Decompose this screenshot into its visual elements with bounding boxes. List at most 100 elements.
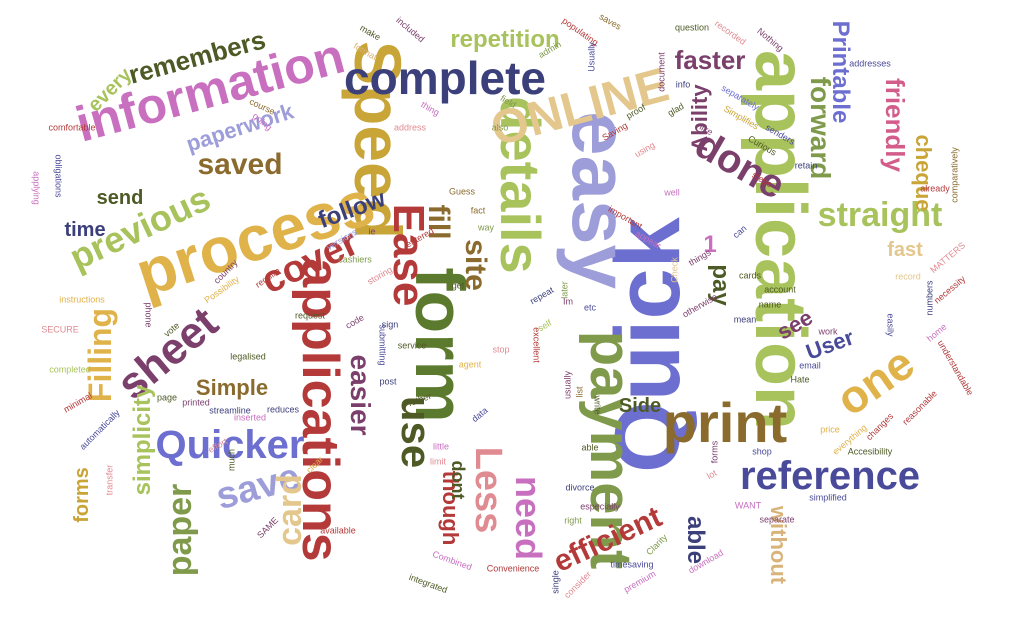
word: need <box>508 475 549 561</box>
word: send <box>96 187 144 209</box>
word: lot <box>705 467 719 482</box>
word: address <box>393 122 427 133</box>
word: timesaving <box>610 559 654 570</box>
word: easily <box>885 313 896 337</box>
word: obligations <box>53 154 64 198</box>
word: sign <box>381 319 399 330</box>
word: etc <box>583 302 597 313</box>
word: repetition <box>450 26 560 53</box>
word: Quicker <box>155 423 305 467</box>
word: paper <box>161 483 199 577</box>
word: print <box>662 391 788 454</box>
word: dont <box>448 460 468 500</box>
word: card <box>271 474 309 546</box>
word: list <box>574 386 585 398</box>
word: limit <box>430 456 446 467</box>
word: easy <box>556 111 645 289</box>
word: Combined <box>431 548 474 573</box>
word: inserted <box>233 412 267 423</box>
word: saves <box>597 11 623 32</box>
word: repeat <box>528 284 556 307</box>
word: ie <box>368 226 376 237</box>
word: mean <box>733 314 757 325</box>
word: comfortable <box>48 122 96 133</box>
word: account <box>764 284 796 295</box>
word: complete <box>344 52 546 104</box>
word: page <box>156 392 178 403</box>
word: Accesibility <box>847 446 893 457</box>
word: addresses <box>849 58 891 69</box>
word: reference <box>739 454 921 498</box>
word: recorded <box>712 18 748 47</box>
word: already <box>920 183 950 194</box>
word: single <box>550 570 561 594</box>
word: record <box>895 271 921 282</box>
word: completed <box>49 364 91 375</box>
word: agent <box>458 359 482 370</box>
word: fast <box>887 239 923 261</box>
word: Guess <box>448 186 476 197</box>
word: available <box>320 525 356 536</box>
word: excellent <box>531 327 542 363</box>
word: integrated <box>407 571 449 596</box>
word: simplicity <box>129 384 156 496</box>
word: question <box>674 22 710 33</box>
word: transfer <box>104 464 115 496</box>
word: forms <box>709 440 720 464</box>
word: info <box>675 79 691 90</box>
word: understandable <box>935 338 976 398</box>
word: automatically <box>77 407 122 452</box>
word: instructions <box>59 294 105 305</box>
word: reasonable <box>900 388 939 427</box>
word: name <box>758 299 782 310</box>
word: price <box>820 424 840 435</box>
word: Simple <box>195 375 269 400</box>
word: little <box>432 441 450 452</box>
word: get <box>451 280 465 291</box>
word: Check <box>669 257 680 283</box>
word: Ability <box>687 84 712 152</box>
word: usually <box>562 370 573 400</box>
word: phone <box>143 302 154 328</box>
word: make <box>358 22 383 43</box>
word: post <box>379 376 397 387</box>
word: straight <box>817 196 943 234</box>
word: minimal <box>61 390 94 415</box>
word: Convenience <box>486 563 540 574</box>
word: Filling <box>82 307 118 403</box>
word: write <box>592 395 603 415</box>
word: 1 <box>703 231 717 258</box>
word: reduces <box>266 404 300 415</box>
word: time <box>64 219 106 241</box>
word: streamline <box>209 405 251 416</box>
word: cheque <box>911 134 936 212</box>
word: MATTERS <box>928 240 968 276</box>
word: divorce <box>565 482 595 493</box>
word: way <box>477 222 495 233</box>
word: Side <box>618 395 662 417</box>
word: email <box>799 360 821 371</box>
word: saved <box>197 148 283 181</box>
word: fact <box>470 205 486 216</box>
word: service <box>397 340 427 351</box>
word: Printable <box>827 20 854 124</box>
word: shop <box>752 446 772 457</box>
word: cards <box>738 270 762 281</box>
word: request <box>294 310 326 321</box>
word: legalised <box>230 351 266 362</box>
word: Less <box>467 446 509 534</box>
word: separate <box>759 514 795 525</box>
word: included <box>394 15 427 45</box>
word: Hate <box>790 374 810 385</box>
word: simplified <box>809 492 847 503</box>
word: forms <box>71 467 93 523</box>
word: submitting <box>377 324 388 366</box>
word: SECURE <box>41 324 79 335</box>
word: Im <box>563 296 573 307</box>
word: necessity <box>932 273 968 306</box>
word: also <box>491 122 509 133</box>
word: friendly <box>880 78 910 172</box>
word: right <box>564 515 582 526</box>
word: comparatively <box>949 147 960 203</box>
